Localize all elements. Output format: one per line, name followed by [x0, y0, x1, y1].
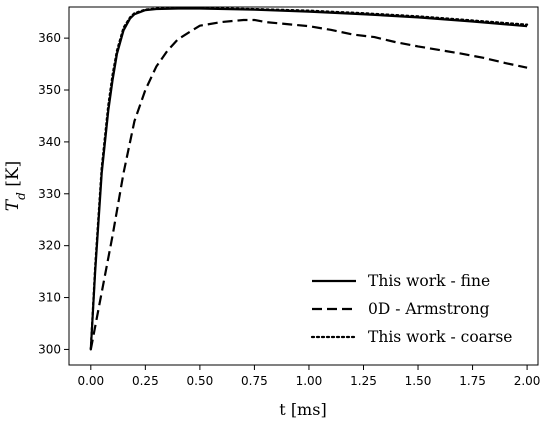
plot-frame	[68, 6, 539, 366]
series-layer	[89, 6, 529, 351]
y-tick-label: 330	[38, 187, 61, 201]
x-tick-label: 1.50	[405, 374, 432, 388]
y-axis-label-symbol: T	[3, 198, 23, 211]
x-axis-label: t [ms]	[279, 400, 326, 419]
y-tick-label: 310	[38, 291, 61, 305]
series-line-dashed	[89, 18, 528, 350]
y-tick-label: 360	[38, 31, 61, 45]
x-tick-label: 1.00	[296, 374, 323, 388]
series-line-dotted	[89, 6, 529, 351]
x-tick-label: 0.75	[241, 374, 268, 388]
legend-entry-label: This work - coarse	[368, 328, 512, 346]
y-tick-label: 320	[38, 239, 61, 253]
x-tick-label: 0.25	[132, 374, 159, 388]
legend-entry-label: 0D - Armstrong	[368, 300, 490, 318]
y-tick-label: 340	[38, 135, 61, 149]
x-tick-label: 2.00	[514, 374, 541, 388]
y-axis: 300 310 320 330 340 350 360	[38, 31, 69, 356]
legend: This work - fine 0D - Armstrong This work …	[310, 272, 512, 346]
y-axis-label: Td [K]	[3, 161, 28, 211]
legend-entry-label: This work - fine	[368, 272, 490, 290]
y-axis-label-unit: [K]	[3, 161, 23, 192]
y-tick-label: 350	[38, 83, 61, 97]
y-tick-label: 300	[38, 342, 61, 356]
x-tick-label: 1.75	[459, 374, 486, 388]
x-tick-label: 1.25	[350, 374, 377, 388]
x-tick-label: 0.50	[187, 374, 214, 388]
x-axis: 0.00 0.25 0.50 0.75 1.00 1.25 1.50 1.75 2.00	[77, 365, 540, 388]
y-axis-label-subscript: d	[14, 192, 28, 200]
x-tick-label: 0.00	[77, 374, 104, 388]
